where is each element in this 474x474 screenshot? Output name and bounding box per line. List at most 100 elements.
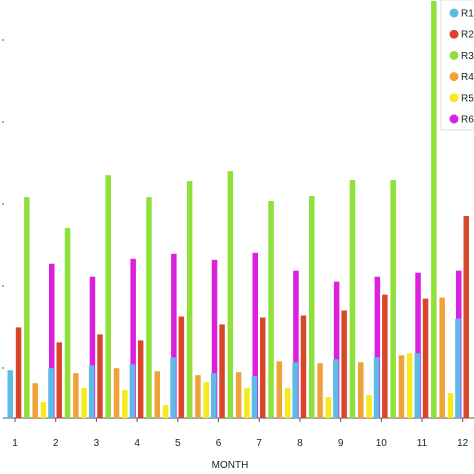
- x-tick-label: 8: [297, 438, 303, 449]
- legend-item-r6[interactable]: R6: [449, 114, 474, 126]
- legend-label: R3: [461, 51, 474, 62]
- bar-r2-month-12: [463, 216, 469, 418]
- bar-r3-month-4: [146, 197, 152, 418]
- bar-r6-month-9: [374, 276, 381, 418]
- x-tick-label: 12: [457, 438, 469, 449]
- legend-label: R5: [461, 93, 474, 104]
- bar-r6-month-6: [252, 252, 258, 418]
- bar-r2-month-2: [56, 342, 62, 418]
- x-axis-label: MONTH: [212, 460, 249, 471]
- bar-r3-month-10: [390, 180, 396, 418]
- bar-r5-month-9: [366, 395, 372, 418]
- x-tick-label: 10: [376, 438, 388, 449]
- legend-item-r1[interactable]: R1: [449, 8, 474, 20]
- bar-r3-month-5: [186, 181, 193, 418]
- bar-r4-month-11: [439, 297, 445, 418]
- bar-r5-month-7: [284, 388, 291, 418]
- bar-r2-month-8: [300, 315, 307, 418]
- legend-label: R1: [461, 9, 474, 20]
- bar-r3-month-11: [431, 1, 437, 418]
- bar-r3-month-3: [105, 175, 111, 418]
- bar-r2-month-3: [97, 334, 103, 418]
- bar-r5-month-2: [81, 388, 87, 418]
- bar-r3-month-6: [227, 171, 234, 418]
- bar-r3-month-7: [268, 201, 274, 418]
- legend-swatch: [449, 72, 459, 82]
- legend-box: [440, 0, 474, 131]
- bar-r5-month-10: [407, 353, 413, 418]
- bar-r2-month-9: [341, 310, 347, 418]
- x-tick-label: 7: [256, 438, 262, 449]
- x-tick-label: 4: [134, 438, 140, 449]
- bar-r6-month-3: [130, 258, 136, 418]
- bar-r5-month-5: [203, 382, 209, 418]
- bar-r2-month-1: [15, 327, 22, 418]
- bar-r6-month-7: [293, 270, 299, 418]
- bar-r4-month-1: [32, 383, 38, 418]
- bar-r2-month-10: [382, 294, 388, 418]
- bar-r1-month-3: [88, 365, 95, 418]
- bar-r4-month-2: [73, 373, 79, 418]
- bar-r4-month-7: [276, 361, 283, 418]
- x-tick-label: 5: [175, 438, 181, 449]
- legend-label: R2: [461, 30, 474, 41]
- bar-r3-month-1: [24, 197, 30, 418]
- x-tick-label: 11: [417, 438, 428, 449]
- legend-label: R4: [461, 72, 474, 83]
- bar-r1-month-10: [373, 357, 380, 418]
- legend-label: R6: [461, 115, 474, 126]
- x-tick-label: 2: [53, 438, 59, 449]
- x-tick-label: 6: [216, 438, 222, 449]
- bar-r2-month-4: [137, 340, 144, 418]
- bar-r6-month-8: [333, 281, 340, 418]
- bar-r1-month-4: [129, 364, 136, 418]
- bar-r1-month-6: [211, 373, 217, 418]
- bar-r1-month-9: [333, 359, 339, 418]
- bar-r5-month-11: [447, 393, 454, 418]
- x-tick-label: 9: [338, 438, 344, 449]
- legend-swatch: [449, 29, 459, 39]
- bar-r4-month-4: [154, 371, 160, 418]
- bar-r5-month-6: [244, 388, 250, 418]
- bar-r1-month-7: [251, 376, 258, 418]
- bar-r5-month-1: [40, 402, 47, 418]
- x-tick-labels: 1 2 3 4 5 6 7 8 9 10 11 12: [12, 438, 468, 449]
- bar-r1-month-2: [48, 368, 54, 418]
- legend-item-r4[interactable]: R4: [449, 72, 474, 83]
- legend-swatch: [449, 50, 459, 60]
- bar-r5-month-4: [162, 405, 169, 418]
- bar-r2-month-5: [178, 316, 185, 418]
- bar-r4-month-3: [113, 368, 120, 418]
- bar-r6-month-4: [171, 253, 177, 418]
- bar-r6-month-1: [49, 263, 55, 418]
- bar-r1-month-11: [414, 353, 420, 418]
- bar-r4-month-9: [358, 362, 364, 418]
- bar-r1-month-12: [455, 318, 461, 418]
- bar-r1-month-8: [292, 362, 298, 418]
- bar-r4-month-5: [195, 375, 201, 418]
- bar-r4-month-6: [235, 372, 242, 418]
- bar-r5-month-8: [325, 397, 332, 418]
- legend-item-r2[interactable]: R2: [449, 29, 474, 41]
- legend-swatch: [449, 114, 459, 124]
- bar-r1-month-1: [7, 370, 13, 418]
- legend[interactable]: R1 R2 R3 R4 R5 R6: [440, 0, 474, 131]
- x-tick-label: 1: [12, 438, 18, 449]
- bar-r2-month-7: [260, 317, 266, 418]
- bar-r6-month-10: [415, 272, 421, 418]
- legend-item-r5[interactable]: R5: [449, 93, 474, 104]
- bar-r6-month-2: [89, 276, 96, 418]
- bar-r3-month-2: [64, 227, 71, 418]
- bar-r4-month-10: [398, 355, 405, 418]
- bar-r3-month-8: [309, 196, 315, 418]
- bar-r3-month-9: [349, 180, 356, 418]
- bar-r5-month-3: [122, 390, 128, 418]
- bar-r2-month-11: [422, 298, 429, 418]
- bar-r4-month-8: [317, 363, 323, 418]
- legend-item-r3[interactable]: R3: [449, 50, 474, 62]
- legend-swatch: [449, 93, 459, 103]
- bar-r6-month-5: [211, 259, 218, 418]
- bar-r2-month-6: [219, 324, 225, 418]
- bar-r1-month-5: [170, 357, 176, 418]
